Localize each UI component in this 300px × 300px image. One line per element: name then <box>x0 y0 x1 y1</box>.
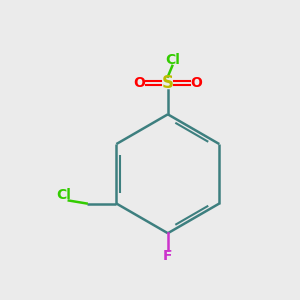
Text: Cl: Cl <box>56 188 71 202</box>
Text: O: O <box>134 76 146 90</box>
Text: S: S <box>162 74 174 92</box>
Text: O: O <box>190 76 202 90</box>
Text: Cl: Cl <box>165 53 180 67</box>
Text: F: F <box>163 248 172 262</box>
